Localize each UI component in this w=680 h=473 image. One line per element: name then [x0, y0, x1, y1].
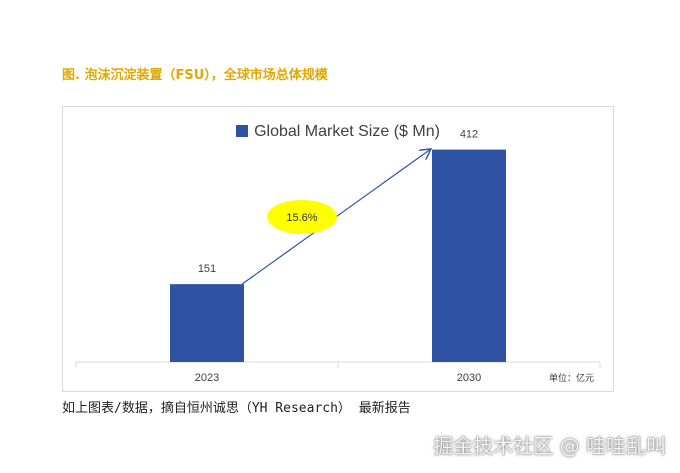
figure-title: 图. 泡沫沉淀装置（FSU），全球市场总体规模 [62, 68, 328, 83]
tick-label-2030: 2030 [457, 372, 481, 384]
bar-2030 [432, 149, 506, 362]
tick-label-2023: 2023 [195, 372, 219, 384]
legend-swatch [236, 125, 249, 137]
chart-legend: Global Market Size ($ Mn) [63, 123, 613, 141]
legend-label: Global Market Size ($ Mn) [254, 123, 440, 140]
watermark: 掘金技术社区 @ 哇哇乱叫 [433, 434, 666, 458]
chart-container: Global Market Size ($ Mn) [62, 106, 614, 392]
bar-2023 [170, 284, 244, 362]
unit-note: 单位：亿元 [549, 372, 594, 384]
data-label-2030: 412 [460, 129, 478, 141]
data-label-2023: 151 [198, 263, 216, 275]
growth-label: 15.6% [286, 212, 317, 224]
growth-bubble [267, 199, 337, 234]
source-caption: 如上图表/数据，摘自恒州诚思（YH Research） 最新报告 [62, 401, 411, 416]
